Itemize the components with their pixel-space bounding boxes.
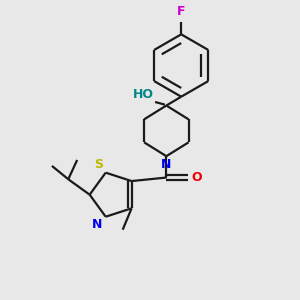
Text: S: S bbox=[94, 158, 103, 171]
Text: N: N bbox=[161, 158, 172, 171]
Text: HO: HO bbox=[133, 88, 154, 101]
Text: N: N bbox=[92, 218, 102, 231]
Text: O: O bbox=[192, 171, 202, 184]
Text: F: F bbox=[177, 5, 185, 18]
